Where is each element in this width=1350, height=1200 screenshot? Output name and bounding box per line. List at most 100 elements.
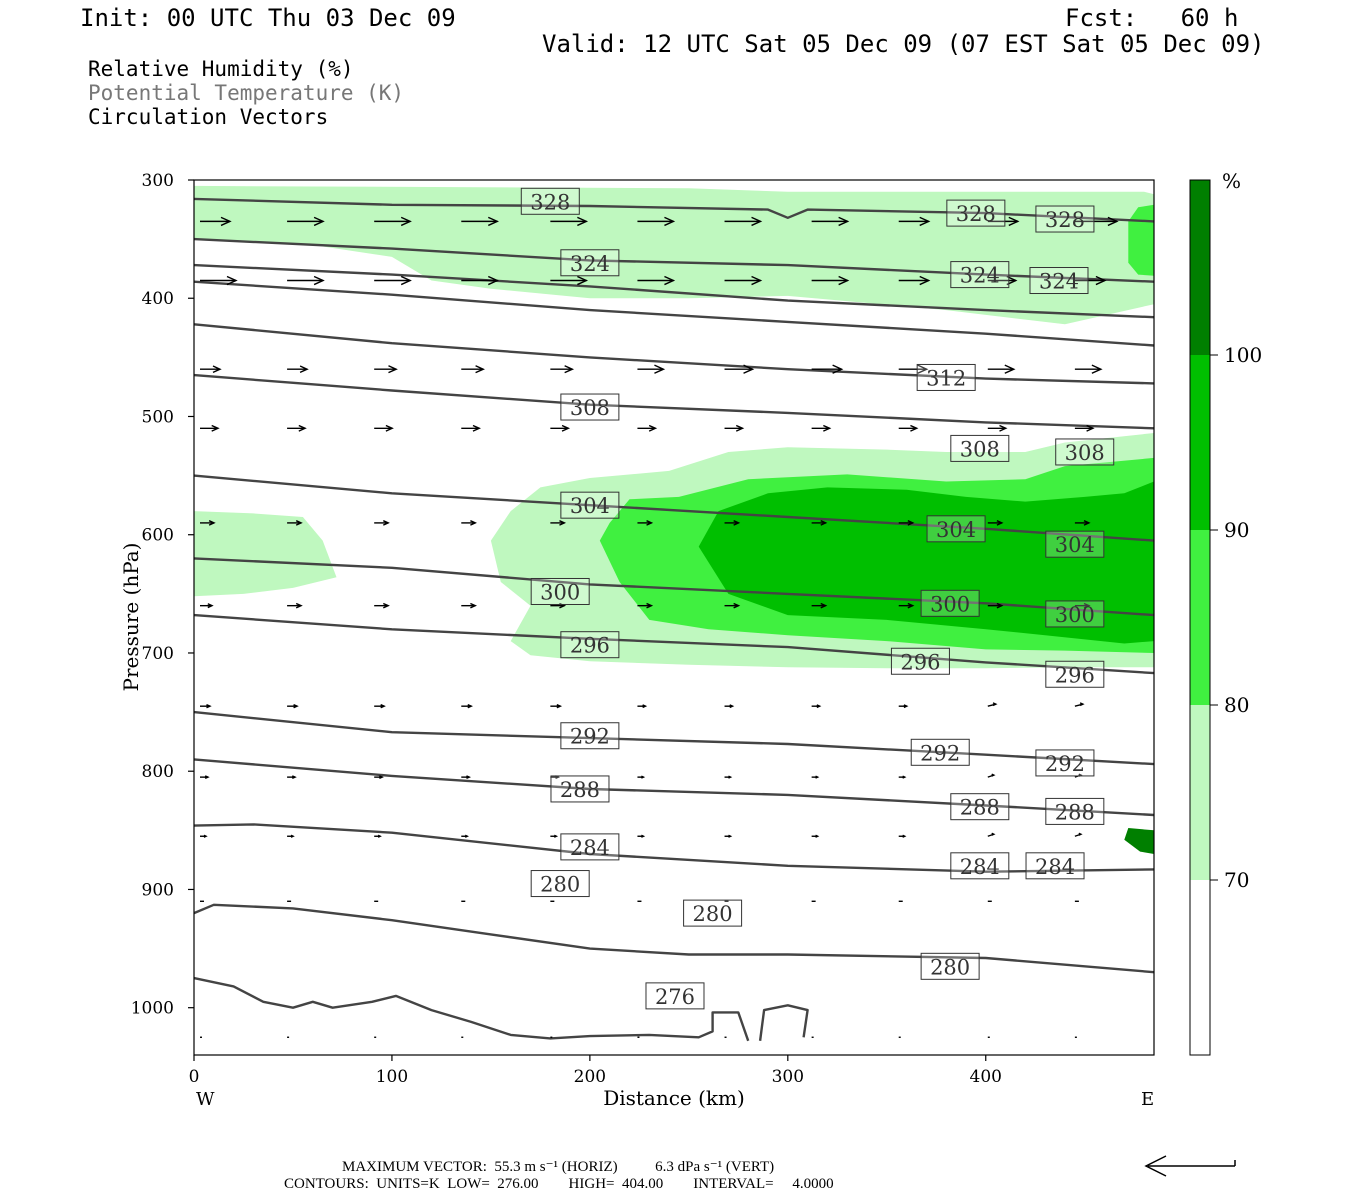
- circulation-vector: [724, 704, 735, 709]
- circulation-vector: [550, 216, 589, 227]
- circulation-vector: [637, 602, 654, 609]
- colorbar-segment-100: [1190, 180, 1210, 355]
- colorbar-unit: %: [1222, 169, 1241, 193]
- circulation-vector: [724, 775, 733, 779]
- theta-contour-288: [193, 758, 1155, 817]
- circulation-vector: [200, 603, 214, 609]
- circulation-vector: [200, 365, 222, 373]
- theta-contour-328: [193, 197, 1155, 223]
- x-tick-label: 100: [376, 1067, 408, 1087]
- circulation-vector: [898, 275, 931, 286]
- circulation-vector: [550, 703, 563, 709]
- circulation-vector: [374, 703, 386, 709]
- theta-contour-320: [193, 263, 1155, 319]
- theta-label: 292: [560, 722, 620, 750]
- circulation-vector: [287, 520, 303, 526]
- circulation-vector: [724, 520, 741, 526]
- circulation-vector: [811, 520, 828, 526]
- theta-label: 328: [1035, 205, 1095, 233]
- circulation-vector: [898, 364, 929, 374]
- colorbar-frame: [1189, 179, 1211, 1056]
- colorbar-label-80: 80: [1224, 693, 1249, 717]
- west-end-label: W: [196, 1089, 215, 1110]
- circulation-vector: [461, 216, 499, 227]
- theta-label-text: 300: [1055, 603, 1095, 627]
- theta-contour-284: [193, 823, 1155, 873]
- circulation-vector: [374, 275, 412, 286]
- circulation-vector: [1074, 520, 1091, 526]
- y-tick-label: 300: [142, 171, 174, 191]
- circulation-vector: [550, 424, 571, 432]
- circulation-vector: [287, 424, 307, 432]
- circulation-vector: [374, 602, 390, 609]
- theta-label-text: 304: [570, 494, 610, 518]
- circulation-vector: [637, 275, 676, 286]
- circulation-vector: [811, 834, 820, 838]
- circulation-vector: [200, 520, 216, 526]
- theta-label-text: 308: [960, 437, 1000, 461]
- circulation-vector: [287, 775, 297, 780]
- theta-label: 296: [560, 631, 620, 659]
- y-tick-label: 1000: [131, 999, 174, 1019]
- y-axis-label: Pressure (hPa): [119, 543, 143, 692]
- theta-label-text: 284: [960, 855, 1000, 879]
- theta-label-text: 292: [1045, 752, 1085, 776]
- valid-time-label: Valid: 12 UTC Sat 05 Dec 09 (07 EST Sat …: [542, 30, 1265, 58]
- x-axis-label: Distance (km): [603, 1086, 745, 1110]
- circulation-vector: [550, 834, 559, 838]
- circulation-vector: [637, 704, 648, 709]
- circulation-vector: [200, 275, 238, 286]
- theta-label: 296: [1045, 660, 1105, 688]
- theta-label-text: 328: [1045, 208, 1085, 232]
- rh-region-left-blob: [194, 511, 337, 597]
- circulation-vector: [898, 424, 919, 432]
- circulation-vector: [811, 602, 828, 609]
- circulation-vector: [987, 216, 1020, 227]
- circulation-vector: [724, 424, 745, 432]
- theta-label-text: 276: [655, 985, 695, 1009]
- circulation-vector: [374, 365, 398, 374]
- circulation-vector: [374, 775, 384, 780]
- theta-contour-276: [758, 1004, 809, 1041]
- theta-label: 304: [560, 491, 620, 519]
- circulation-vector: [987, 424, 1008, 432]
- circulation-vector: [461, 834, 469, 838]
- circulation-vector-layer: [200, 216, 1119, 1038]
- theta-label: 304: [1045, 530, 1105, 558]
- rh-region-upper-moist-layer: [194, 185, 1154, 325]
- theta-contour-308: [193, 373, 1155, 430]
- circulation-vector: [1074, 832, 1083, 837]
- theta-label-layer: 328 328 328 324 324 324 312 308 308 308 304 304 304 3…: [520, 187, 1115, 1010]
- theta-label: 300: [920, 589, 980, 617]
- circulation-vector: [461, 775, 471, 780]
- circulation-vector: [550, 275, 589, 286]
- theta-label: 280: [683, 899, 743, 927]
- theta-label: 292: [910, 738, 970, 766]
- theta-label-text: 284: [570, 836, 610, 860]
- circulation-vector: [898, 216, 931, 227]
- circulation-vector: [1074, 364, 1103, 374]
- y-tick-label: 400: [142, 289, 174, 309]
- circulation-vector: [987, 702, 998, 707]
- circulation-vector: [287, 703, 299, 709]
- circulation-vector: [637, 424, 658, 432]
- theta-label: 308: [950, 434, 1010, 462]
- circulation-vector: [287, 275, 325, 286]
- legend-potential-temperature: Potential Temperature (K): [88, 81, 405, 105]
- circulation-vector: [1074, 702, 1085, 707]
- colorbar-label-90: 90: [1224, 518, 1249, 542]
- legend-circulation-vectors: Circulation Vectors: [88, 105, 329, 129]
- theta-label-text: 300: [930, 592, 970, 616]
- theta-label-text: 288: [960, 796, 1000, 820]
- circulation-vector: [637, 364, 666, 374]
- theta-label: 324: [950, 261, 1010, 289]
- theta-label: 280: [530, 870, 590, 898]
- theta-label-text: 284: [1035, 855, 1075, 879]
- circulation-vector: [811, 704, 822, 709]
- theta-label: 300: [1045, 600, 1105, 628]
- theta-label-text: 328: [956, 202, 996, 226]
- circulation-vector: [811, 275, 850, 286]
- circulation-vector: [287, 216, 325, 227]
- circulation-vector: [724, 364, 755, 374]
- theta-label: 292: [1035, 749, 1095, 777]
